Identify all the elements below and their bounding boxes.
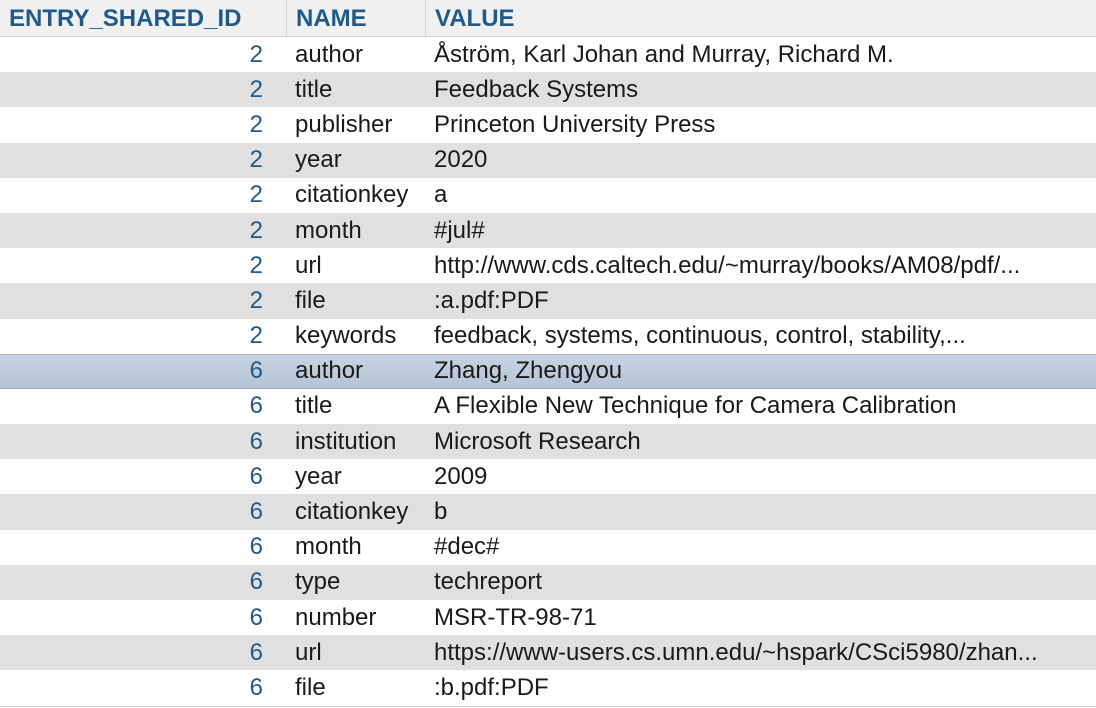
table-bottom-divider: [0, 706, 1096, 707]
table-row[interactable]: 2 keywords feedback, systems, continuous, …: [0, 318, 1096, 354]
table-row[interactable]: 2 title Feedback Systems: [0, 72, 1096, 108]
table-row[interactable]: 2 file :a.pdf:PDF: [0, 283, 1096, 319]
cell-name[interactable]: author: [295, 40, 364, 68]
cell-value[interactable]: techreport: [434, 568, 543, 596]
table-row[interactable]: 6 institution Microsoft Research: [0, 424, 1096, 460]
cell-name[interactable]: file: [295, 286, 326, 314]
cell-entry-shared-id[interactable]: 2: [249, 75, 263, 103]
table-row[interactable]: 6 month #dec#: [0, 529, 1096, 565]
table-row[interactable]: 2 publisher Princeton University Press: [0, 107, 1096, 143]
table-row[interactable]: 2 year 2020: [0, 142, 1096, 178]
cell-entry-shared-id[interactable]: 2: [249, 216, 263, 244]
cell-entry-shared-id[interactable]: 6: [249, 533, 263, 561]
cell-entry-shared-id[interactable]: 2: [249, 286, 263, 314]
cell-name[interactable]: title: [295, 75, 333, 103]
cell-value[interactable]: MSR-TR-98-71: [434, 603, 597, 631]
cell-entry-shared-id[interactable]: 6: [249, 427, 263, 455]
cell-entry-shared-id[interactable]: 2: [249, 251, 263, 279]
cell-entry-shared-id[interactable]: 6: [249, 392, 263, 420]
table-row[interactable]: 6 url https://www-users.cs.umn.edu/~hspark…: [0, 635, 1096, 671]
cell-entry-shared-id[interactable]: 2: [249, 181, 263, 209]
column-header-entry-shared-id[interactable]: ENTRY_SHARED_ID: [0, 0, 287, 36]
column-header-name[interactable]: NAME: [287, 0, 426, 36]
table-row[interactable]: 2 url http://www.cds.caltech.edu/~murray/b…: [0, 248, 1096, 284]
cell-entry-shared-id[interactable]: 6: [249, 603, 263, 631]
cell-entry-shared-id[interactable]: 6: [249, 568, 263, 596]
table-row[interactable]: 6 number MSR-TR-98-71: [0, 600, 1096, 636]
cell-name[interactable]: type: [295, 568, 341, 596]
table-row[interactable]: 6 type techreport: [0, 564, 1096, 600]
cell-name[interactable]: title: [295, 392, 333, 420]
cell-entry-shared-id[interactable]: 6: [249, 462, 263, 490]
cell-value[interactable]: 2009: [434, 462, 488, 490]
cell-name[interactable]: url: [295, 638, 322, 666]
cell-name[interactable]: citationkey: [295, 181, 409, 209]
table-row[interactable]: 6 year 2009: [0, 459, 1096, 495]
cell-value[interactable]: http://www.cds.caltech.edu/~murray/books…: [434, 251, 1021, 279]
cell-value[interactable]: #jul#: [434, 216, 485, 244]
cell-value[interactable]: #dec#: [434, 533, 500, 561]
cell-entry-shared-id[interactable]: 6: [249, 357, 263, 385]
cell-entry-shared-id[interactable]: 6: [249, 498, 263, 526]
cell-value[interactable]: a: [434, 181, 448, 209]
cell-entry-shared-id[interactable]: 6: [249, 673, 263, 701]
cell-value[interactable]: Zhang, Zhengyou: [434, 357, 623, 385]
cell-name[interactable]: author: [295, 357, 364, 385]
cell-entry-shared-id[interactable]: 2: [249, 110, 263, 138]
cell-value[interactable]: https://www-users.cs.umn.edu/~hspark/CSc…: [434, 638, 1038, 666]
cell-entry-shared-id[interactable]: 2: [249, 322, 263, 350]
cell-value[interactable]: b: [434, 498, 448, 526]
table-row[interactable]: 6 citationkey b: [0, 494, 1096, 530]
table-row[interactable]: 6 author Zhang, Zhengyou: [0, 353, 1096, 389]
cell-name[interactable]: citationkey: [295, 498, 409, 526]
cell-value[interactable]: Microsoft Research: [434, 427, 641, 455]
column-header-value[interactable]: VALUE: [435, 5, 515, 32]
cell-entry-shared-id[interactable]: 2: [249, 146, 263, 174]
cell-value[interactable]: Åström, Karl Johan and Murray, Richard M…: [434, 40, 894, 68]
cell-value[interactable]: Princeton University Press: [434, 110, 716, 138]
cell-name[interactable]: file: [295, 673, 326, 701]
cell-name[interactable]: number: [295, 603, 377, 631]
table-row[interactable]: 2 citationkey a: [0, 177, 1096, 213]
cell-entry-shared-id[interactable]: 6: [249, 638, 263, 666]
cell-name[interactable]: url: [295, 251, 322, 279]
table-row[interactable]: 2 author Åström, Karl Johan and Murray, Ri…: [0, 37, 1096, 73]
cell-name[interactable]: year: [295, 462, 342, 490]
cell-entry-shared-id[interactable]: 2: [249, 40, 263, 68]
table-row[interactable]: 6 title A Flexible New Technique for Camer…: [0, 388, 1096, 425]
table-body: 2 author Åström, Karl Johan and Murray, Ri…: [0, 37, 1096, 706]
cell-name[interactable]: month: [295, 216, 362, 244]
cell-name[interactable]: keywords: [295, 322, 397, 350]
cell-name[interactable]: institution: [295, 427, 397, 455]
cell-name[interactable]: publisher: [295, 110, 393, 138]
cell-value[interactable]: :b.pdf:PDF: [434, 673, 549, 701]
cell-value[interactable]: feedback, systems, continuous, control, …: [434, 322, 966, 350]
table-row[interactable]: 6 file :b.pdf:PDF: [0, 670, 1096, 706]
cell-name[interactable]: month: [295, 533, 362, 561]
table-row[interactable]: 2 month #jul#: [0, 212, 1096, 249]
table-header: ENTRY_SHARED_ID NAME VALUE: [0, 0, 1096, 37]
cell-value[interactable]: 2020: [434, 146, 488, 174]
cell-value[interactable]: A Flexible New Technique for Camera Cali…: [434, 392, 957, 420]
cell-value[interactable]: :a.pdf:PDF: [434, 286, 549, 314]
cell-name[interactable]: year: [295, 146, 342, 174]
cell-value[interactable]: Feedback Systems: [434, 75, 639, 103]
